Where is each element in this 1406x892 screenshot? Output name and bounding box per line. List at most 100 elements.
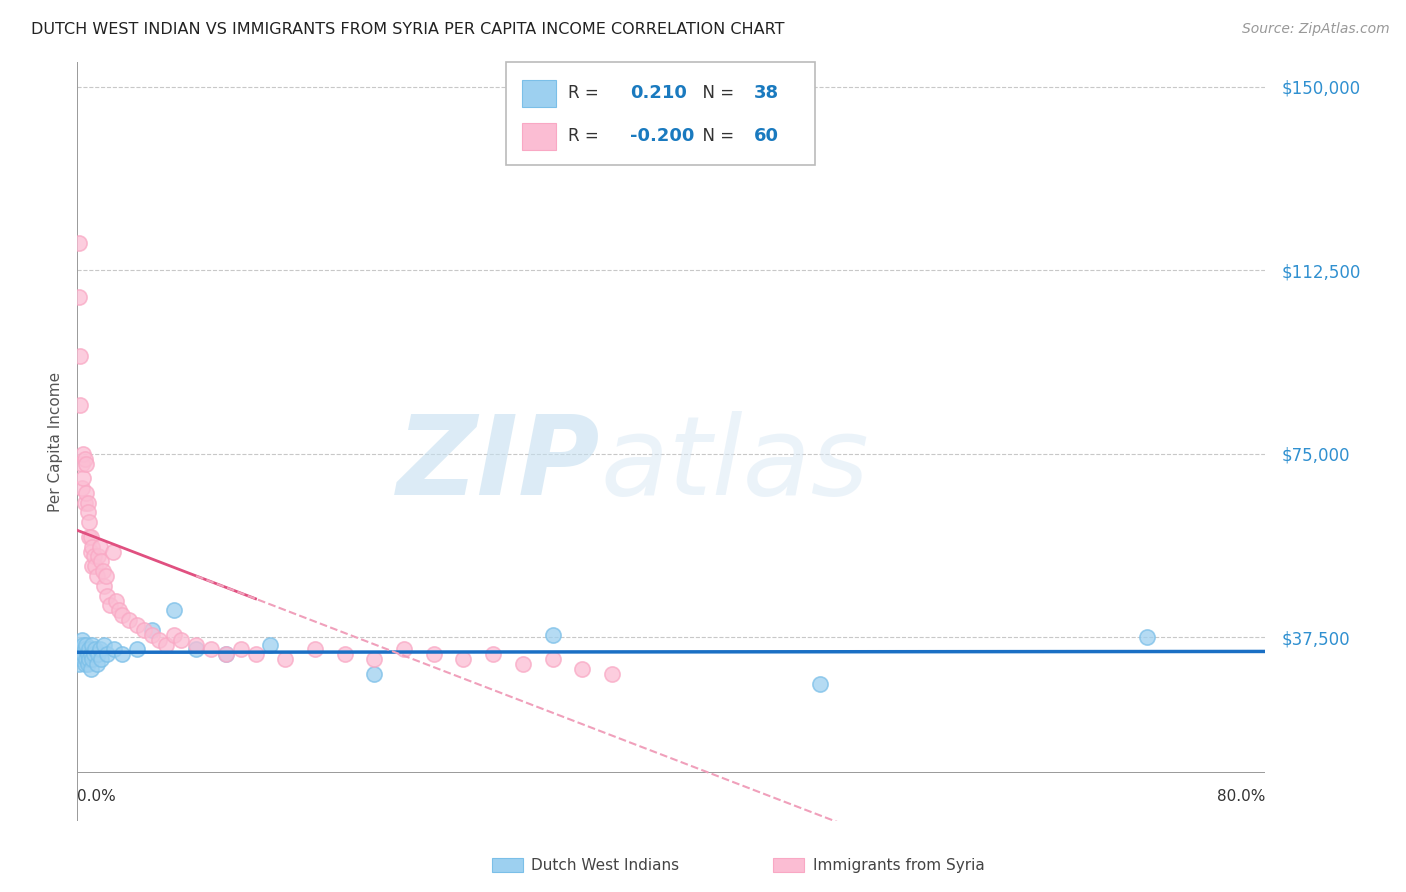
Text: DUTCH WEST INDIAN VS IMMIGRANTS FROM SYRIA PER CAPITA INCOME CORRELATION CHART: DUTCH WEST INDIAN VS IMMIGRANTS FROM SYR… bbox=[31, 22, 785, 37]
Point bbox=[70, 481, 93, 495]
Point bbox=[69, 642, 91, 657]
Point bbox=[333, 648, 356, 662]
Point bbox=[118, 613, 141, 627]
Point bbox=[87, 648, 110, 662]
Point bbox=[82, 638, 104, 652]
Point bbox=[82, 559, 104, 574]
Point bbox=[83, 648, 105, 662]
Point bbox=[67, 657, 90, 672]
Point bbox=[70, 457, 93, 471]
Point bbox=[80, 544, 103, 558]
Point bbox=[75, 486, 97, 500]
Point bbox=[89, 642, 111, 657]
Point bbox=[1135, 630, 1157, 644]
Point bbox=[808, 676, 831, 690]
Point bbox=[108, 603, 131, 617]
Point bbox=[111, 648, 134, 662]
Point bbox=[512, 657, 534, 672]
Point bbox=[163, 603, 186, 617]
Point bbox=[200, 642, 222, 657]
FancyBboxPatch shape bbox=[506, 62, 815, 165]
Point bbox=[80, 662, 103, 676]
Point bbox=[304, 642, 326, 657]
Point bbox=[186, 638, 208, 652]
Point bbox=[259, 638, 281, 652]
Point bbox=[69, 349, 91, 363]
Point bbox=[163, 628, 186, 642]
Point bbox=[96, 648, 118, 662]
FancyBboxPatch shape bbox=[522, 123, 555, 150]
Text: N =: N = bbox=[692, 128, 740, 145]
Point bbox=[89, 540, 111, 554]
Point bbox=[75, 638, 97, 652]
Point bbox=[76, 648, 98, 662]
Point bbox=[72, 648, 94, 662]
Point bbox=[77, 530, 100, 544]
Point bbox=[104, 593, 127, 607]
Text: 38: 38 bbox=[754, 84, 779, 103]
Point bbox=[274, 652, 297, 666]
Text: R =: R = bbox=[568, 128, 605, 145]
Point bbox=[170, 632, 193, 647]
Point bbox=[70, 652, 93, 666]
FancyBboxPatch shape bbox=[522, 80, 555, 106]
Point bbox=[90, 652, 112, 666]
Point bbox=[363, 652, 385, 666]
Text: 0.210: 0.210 bbox=[630, 84, 686, 103]
Point bbox=[69, 398, 91, 412]
Text: 0.0%: 0.0% bbox=[77, 789, 117, 804]
Point bbox=[72, 447, 94, 461]
Point bbox=[363, 666, 385, 681]
Point bbox=[96, 589, 118, 603]
Point bbox=[245, 648, 267, 662]
Point bbox=[80, 648, 103, 662]
Point bbox=[72, 471, 94, 485]
Point bbox=[125, 642, 148, 657]
Point bbox=[91, 564, 114, 578]
Point bbox=[392, 642, 415, 657]
Point bbox=[541, 652, 564, 666]
Text: ZIP: ZIP bbox=[396, 411, 600, 517]
Text: N =: N = bbox=[692, 84, 740, 103]
Point bbox=[76, 496, 98, 510]
Text: -0.200: -0.200 bbox=[630, 128, 695, 145]
Point bbox=[134, 623, 156, 637]
Text: 80.0%: 80.0% bbox=[1218, 789, 1265, 804]
Point bbox=[90, 554, 112, 568]
Point bbox=[422, 648, 444, 662]
Point bbox=[75, 457, 97, 471]
Point bbox=[70, 632, 93, 647]
Point bbox=[215, 648, 238, 662]
Point bbox=[125, 618, 148, 632]
Point bbox=[67, 290, 90, 304]
Point bbox=[73, 657, 96, 672]
Point bbox=[141, 623, 163, 637]
Point bbox=[67, 236, 90, 251]
Point bbox=[73, 642, 96, 657]
Text: Dutch West Indians: Dutch West Indians bbox=[531, 858, 679, 872]
Point bbox=[186, 642, 208, 657]
Point bbox=[101, 544, 124, 558]
Point bbox=[84, 559, 107, 574]
Text: R =: R = bbox=[568, 84, 605, 103]
Text: Immigrants from Syria: Immigrants from Syria bbox=[813, 858, 984, 872]
Point bbox=[80, 530, 103, 544]
Point bbox=[72, 638, 94, 652]
Point bbox=[571, 662, 593, 676]
Text: atlas: atlas bbox=[600, 411, 869, 517]
Point bbox=[482, 648, 505, 662]
Point bbox=[87, 549, 110, 564]
Y-axis label: Per Capita Income: Per Capita Income bbox=[48, 371, 63, 512]
Point bbox=[103, 642, 125, 657]
Point bbox=[215, 648, 238, 662]
Point bbox=[73, 496, 96, 510]
Point bbox=[86, 569, 108, 583]
Point bbox=[76, 506, 98, 520]
Point bbox=[77, 515, 100, 529]
Point bbox=[93, 579, 115, 593]
Text: 60: 60 bbox=[754, 128, 779, 145]
Point bbox=[86, 657, 108, 672]
Point bbox=[141, 628, 163, 642]
Point bbox=[82, 652, 104, 666]
Point bbox=[83, 549, 105, 564]
